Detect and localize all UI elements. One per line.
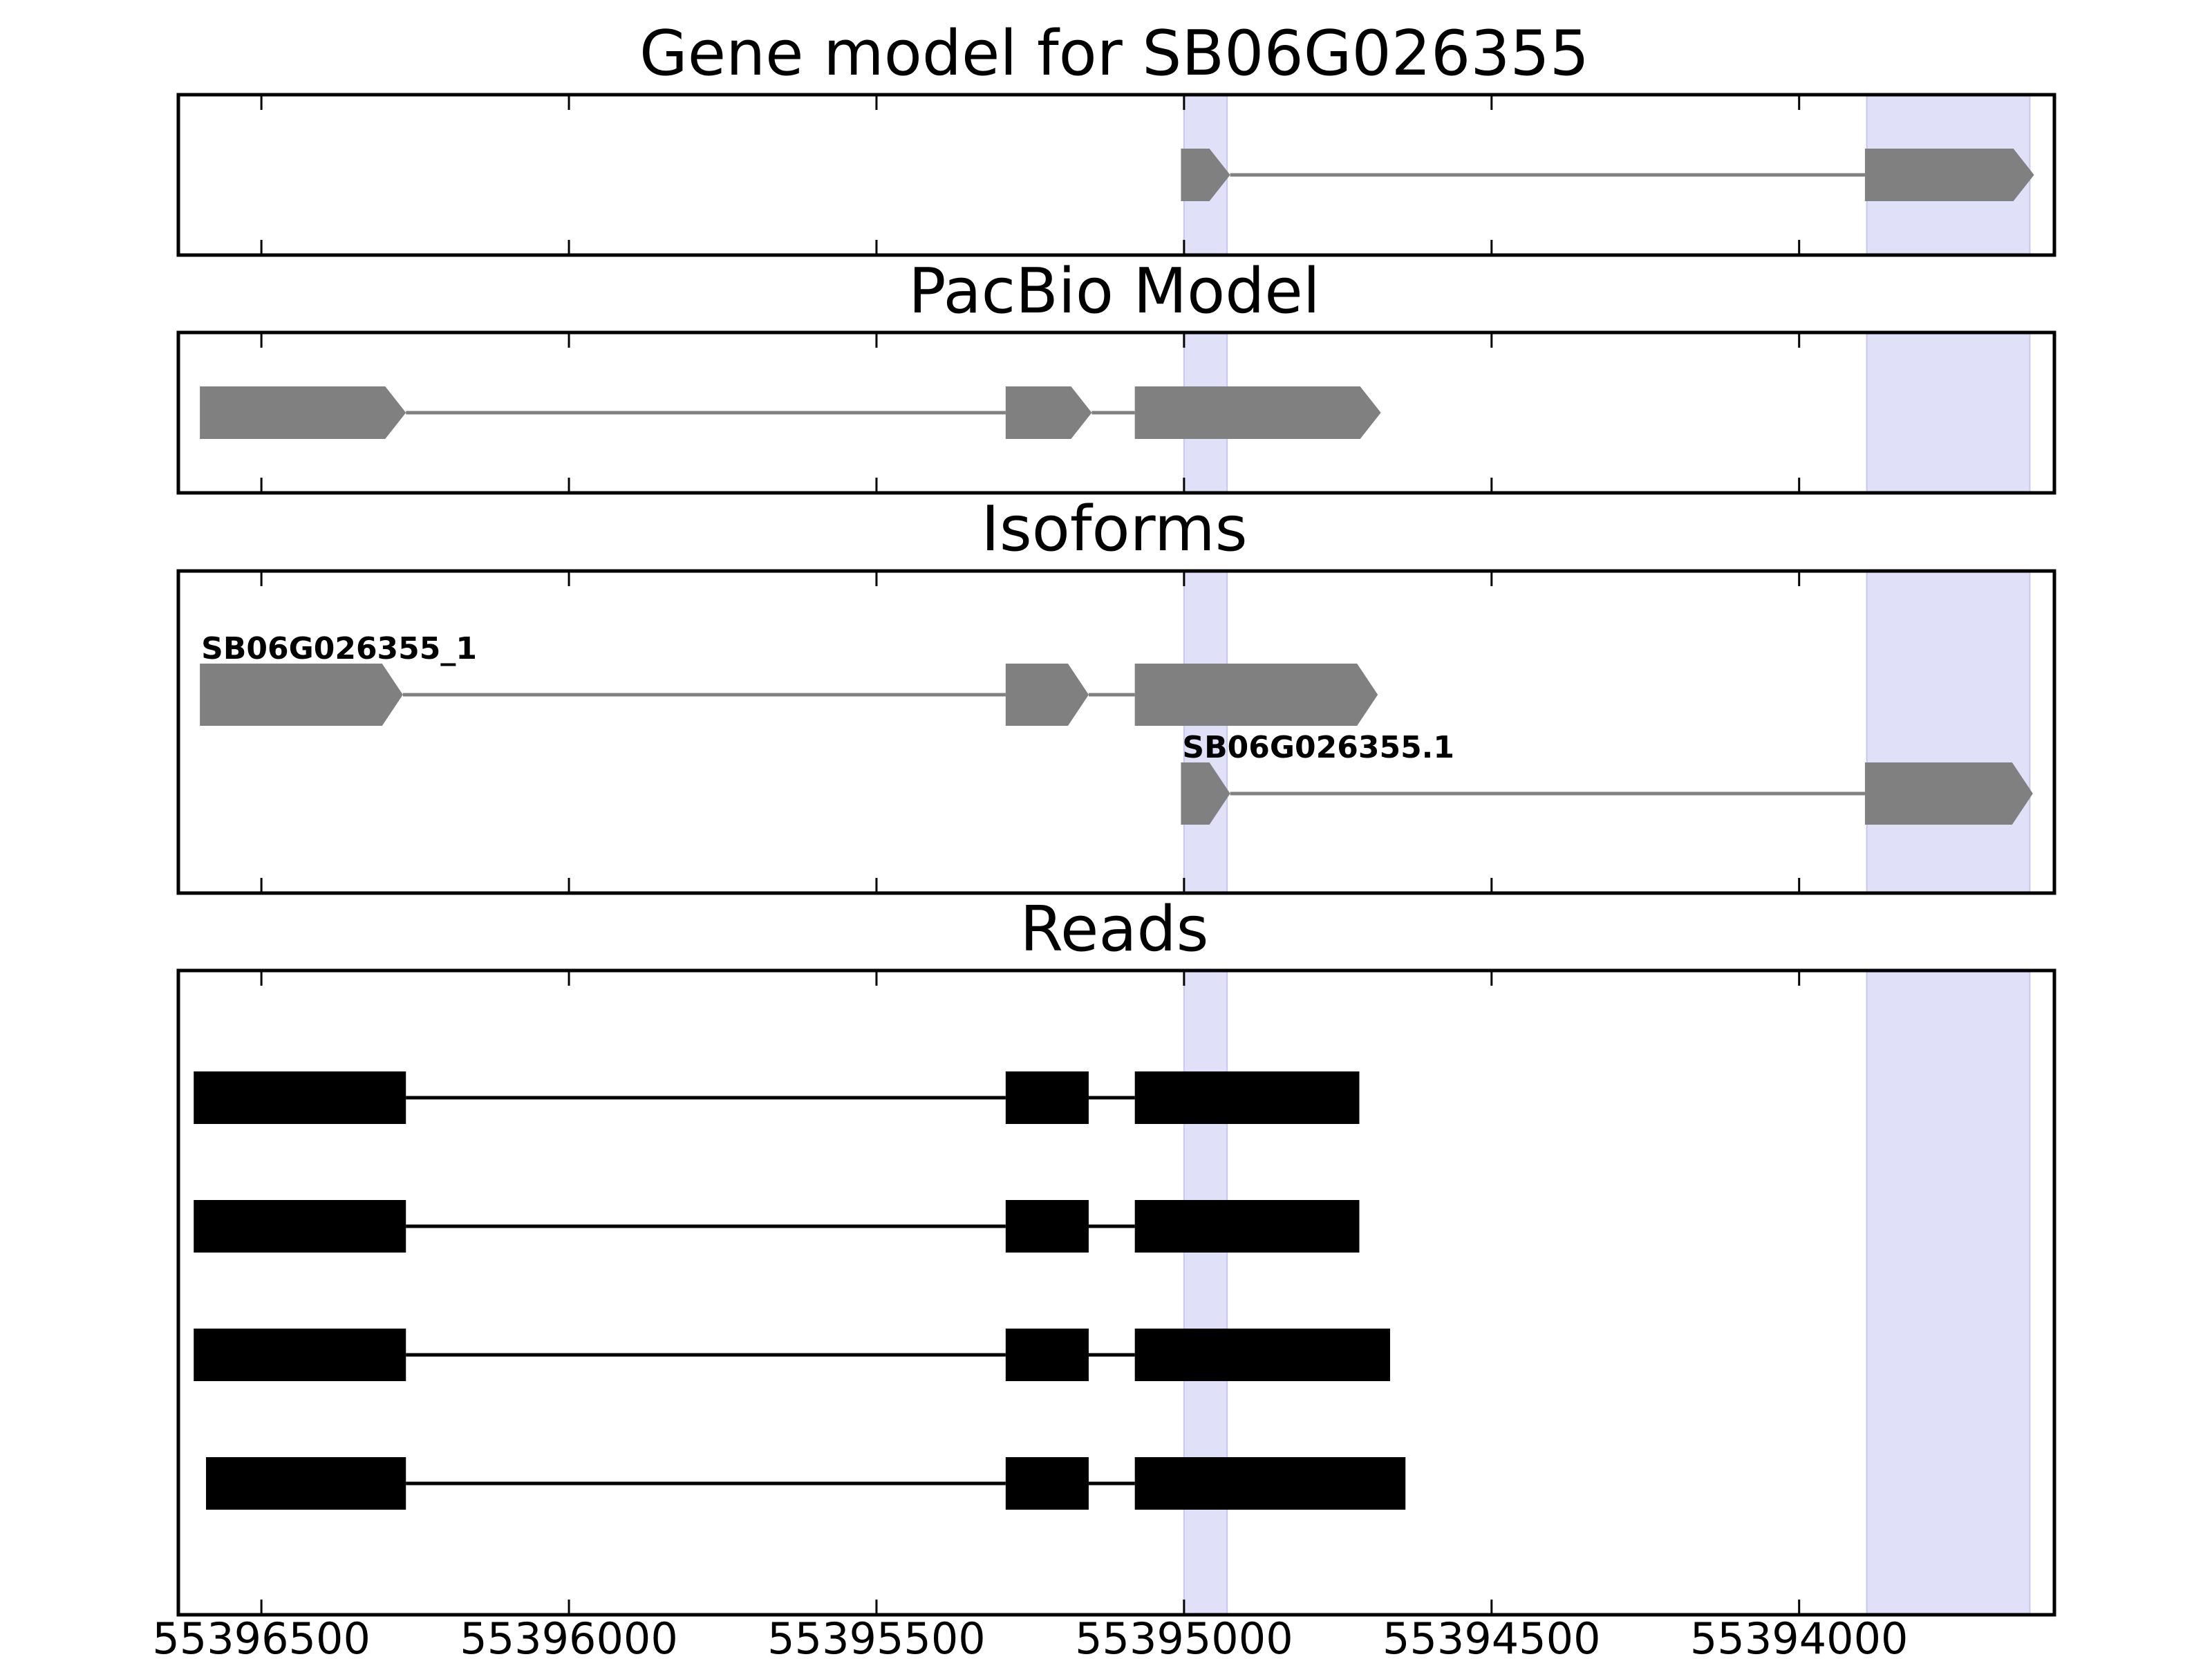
panel-frame-pacbio-model bbox=[176, 330, 2056, 495]
x-tick-label: 55394000 bbox=[1690, 1613, 1909, 1659]
panel-reads: Reads bbox=[176, 893, 2056, 1617]
panel-title-isoforms: Isoforms bbox=[981, 493, 1247, 565]
read-exon bbox=[1005, 1457, 1089, 1510]
exon-arrow bbox=[1864, 149, 2034, 201]
exon-arrow bbox=[1181, 149, 1230, 201]
highlight-region-2 bbox=[1866, 970, 2031, 1615]
read-exon bbox=[1005, 1329, 1089, 1381]
x-tick-label: 55395500 bbox=[767, 1613, 986, 1659]
tick-layer: 55396500 55396000 55395500 55395000 55394500… bbox=[152, 95, 1909, 1659]
read-exon bbox=[1134, 1071, 1360, 1124]
read-exon bbox=[1134, 1457, 1406, 1510]
exon-arrow bbox=[200, 664, 403, 726]
read-exon bbox=[1005, 1200, 1089, 1253]
exon-arrow bbox=[1864, 762, 2033, 825]
x-tick-label: 55396000 bbox=[460, 1613, 678, 1659]
highlight-region-1 bbox=[1183, 970, 1228, 1615]
panel-pacbio-model: PacBio Model bbox=[176, 255, 2056, 495]
exon-arrow bbox=[1005, 664, 1089, 726]
x-tick-label: 55396500 bbox=[152, 1613, 371, 1659]
panel-frame-reads bbox=[176, 968, 2056, 1617]
read-exon bbox=[194, 1200, 406, 1253]
panel-title-pacbio-model: PacBio Model bbox=[908, 255, 1320, 328]
panel-frame-isoforms bbox=[176, 569, 2056, 895]
exon-arrow bbox=[1005, 386, 1092, 439]
read-exon bbox=[194, 1071, 406, 1124]
panel-frame-gene-model bbox=[176, 93, 2056, 257]
read-exon bbox=[1134, 1200, 1360, 1253]
panel-isoforms: Isoforms bbox=[176, 493, 2056, 895]
panel-gene-model: Gene model for SB06G026355 bbox=[176, 17, 2056, 257]
read-exon bbox=[194, 1329, 406, 1381]
x-tick-label: 55395000 bbox=[1075, 1613, 1293, 1659]
panel-title-gene-model: Gene model for SB06G026355 bbox=[639, 17, 1589, 90]
exon-arrow bbox=[200, 386, 406, 439]
isoform-label: SB06G026355.1 bbox=[1182, 730, 1454, 765]
feature-layer: SB06G026355_1 SB06G026355.1 bbox=[194, 149, 2034, 1510]
x-tick-label: 55394500 bbox=[1382, 1613, 1601, 1659]
isoform-label: SB06G026355_1 bbox=[201, 631, 477, 666]
exon-arrow bbox=[1134, 386, 1381, 439]
highlight-region-2 bbox=[1866, 570, 2031, 894]
read-exon bbox=[206, 1457, 406, 1510]
highlight-region-2 bbox=[1866, 332, 2031, 494]
read-exon bbox=[1134, 1329, 1390, 1381]
read-exon bbox=[1005, 1071, 1089, 1124]
exon-arrow bbox=[1134, 664, 1378, 726]
panel-title-reads: Reads bbox=[1020, 893, 1208, 966]
exon-arrow bbox=[1181, 762, 1230, 825]
